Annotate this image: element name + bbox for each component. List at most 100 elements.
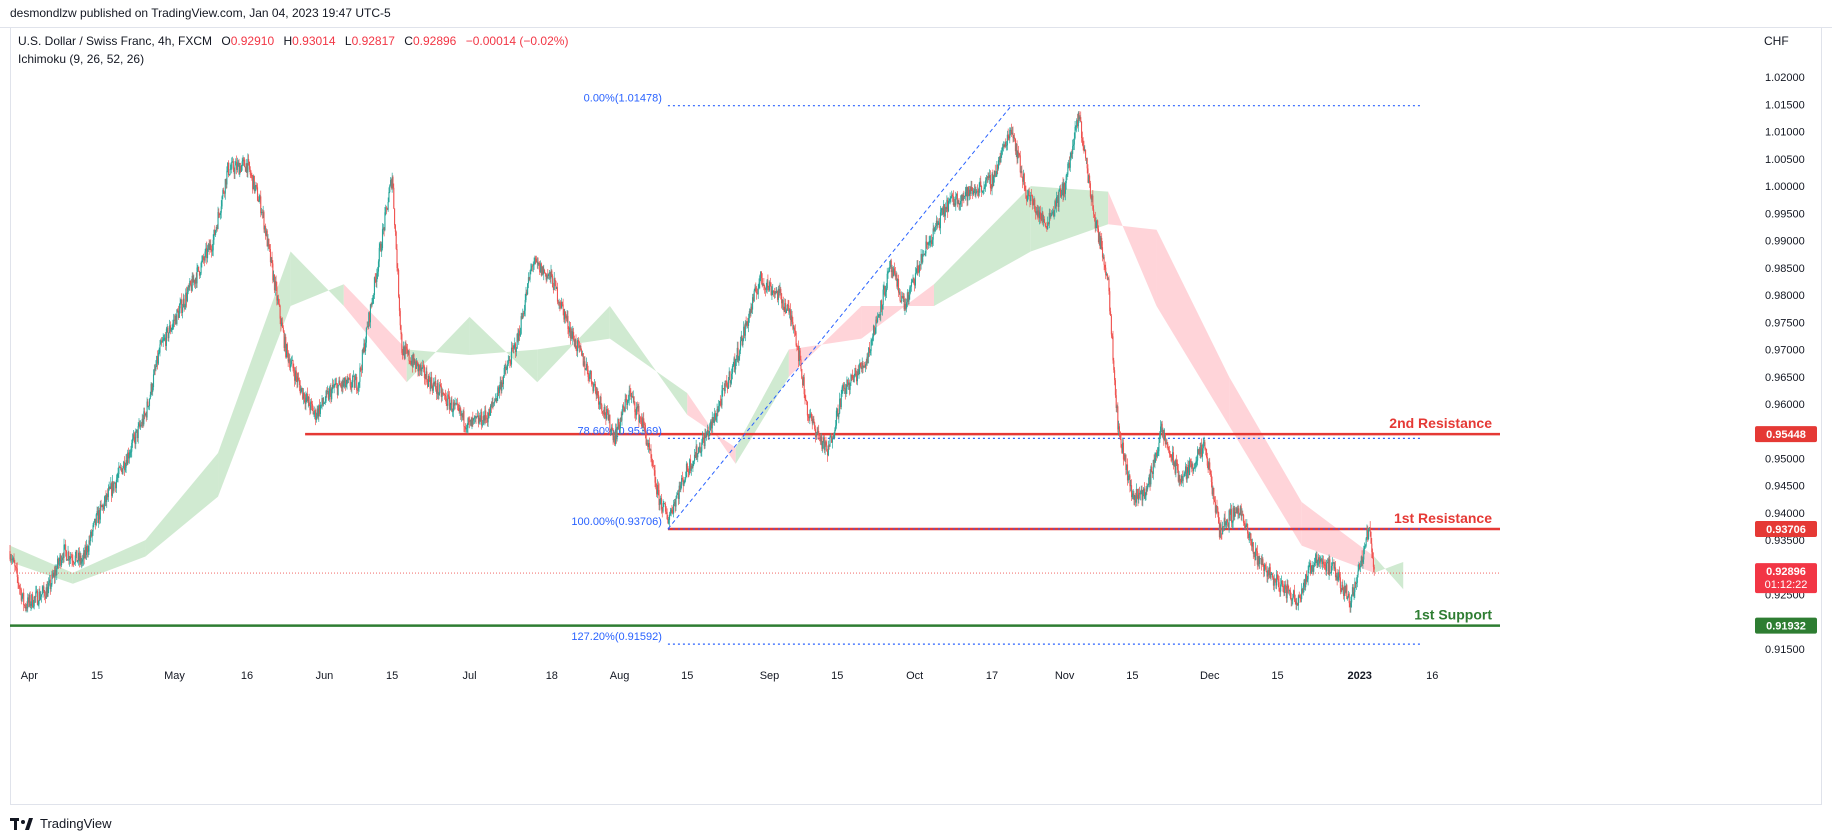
candle-body	[909, 287, 911, 296]
cloud-segment	[145, 453, 219, 557]
candle-body	[577, 340, 579, 342]
candle-body	[276, 286, 278, 301]
candle-body	[402, 352, 404, 356]
footer-brand[interactable]: TradingView	[10, 816, 112, 831]
candle-body	[1254, 552, 1256, 560]
candle-body	[384, 212, 386, 231]
candle-body	[700, 451, 702, 453]
candle-body	[29, 595, 31, 606]
candle-body	[1004, 142, 1006, 147]
candle-body	[302, 392, 305, 399]
candle-body	[610, 430, 612, 432]
candle-body	[1045, 225, 1047, 227]
candle-body	[1239, 514, 1241, 516]
candle-body	[286, 344, 288, 352]
candle-body	[1339, 572, 1341, 578]
candle-body	[35, 591, 37, 597]
candle-body	[227, 162, 229, 171]
symbol-name[interactable]: U.S. Dollar / Swiss Franc, 4h, FXCM	[18, 34, 213, 48]
candle-body	[244, 159, 246, 168]
candle-body	[1193, 468, 1195, 472]
candle-body	[1290, 597, 1292, 601]
candle-body	[131, 442, 133, 452]
candle-body	[477, 415, 479, 424]
candle-body	[878, 314, 880, 316]
candle-body	[171, 327, 173, 330]
candle-body	[284, 336, 286, 348]
candle-body	[346, 378, 348, 385]
candle-body	[616, 429, 618, 440]
candle-body	[914, 273, 916, 286]
candle-body	[513, 344, 515, 349]
candle-body	[687, 470, 689, 472]
candle-body	[740, 335, 742, 341]
candle-body	[427, 382, 429, 387]
candle-body	[323, 403, 325, 405]
candle-body	[135, 431, 137, 445]
candle-body	[112, 481, 114, 491]
candle-body	[434, 381, 436, 385]
candle-body	[1299, 597, 1301, 599]
candle-body	[1146, 488, 1148, 490]
candle-body	[609, 414, 611, 432]
candle-body	[30, 603, 32, 606]
candle-body	[1096, 220, 1098, 222]
candle-body	[723, 388, 725, 389]
candle-body	[160, 340, 162, 345]
candle-body	[620, 417, 622, 421]
candle-body	[370, 304, 372, 306]
candle-body	[1280, 580, 1283, 585]
candle-body	[1184, 473, 1186, 475]
candle-body	[1278, 582, 1280, 592]
candle-body	[742, 339, 744, 346]
candle-body	[114, 482, 116, 484]
candle-body	[818, 435, 821, 436]
price-tick-label: 0.93500	[1765, 535, 1805, 547]
candle-body	[155, 366, 157, 370]
candle-body	[892, 270, 894, 277]
candle-body	[1164, 434, 1166, 445]
candle-body	[515, 348, 517, 352]
indicator-label[interactable]: Ichimoku (9, 26, 52, 26)	[18, 52, 145, 66]
candle-body	[930, 240, 932, 242]
candle-body	[88, 540, 90, 552]
candle-body	[1275, 579, 1277, 586]
time-axis[interactable]: Apr 15 May 16 Jun 15 Jul 18 Aug 15 Sep 15 Oct 17 Nov 15…	[21, 670, 1439, 682]
candle-body	[685, 477, 687, 480]
candle-body	[95, 514, 97, 525]
level-label: 1st Resistance	[1394, 510, 1492, 526]
candle-body	[457, 404, 459, 408]
candle-body	[257, 200, 259, 202]
candle-body	[1208, 462, 1210, 470]
candle-body	[1107, 278, 1109, 280]
candle-body	[931, 240, 933, 245]
candle-body	[440, 384, 442, 387]
candle-body	[328, 390, 330, 400]
fibonacci-retracement[interactable]: 0.00%(1.01478)78.60%(0.95369)100.00%(0.9…	[571, 93, 1423, 645]
candle-body	[499, 381, 501, 387]
candle-body	[390, 180, 392, 186]
candle-body	[659, 499, 661, 506]
candle-body	[679, 485, 681, 490]
candle-body	[1015, 144, 1017, 152]
candle-body	[183, 298, 185, 307]
candle-body	[975, 192, 977, 196]
candle-body	[662, 503, 664, 512]
candle-body	[508, 360, 510, 362]
candle-body	[38, 591, 40, 605]
candle-body	[423, 365, 425, 367]
candle-body	[1030, 195, 1032, 202]
candle-body	[533, 263, 535, 266]
candle-body	[675, 498, 677, 507]
candle-body	[329, 388, 331, 391]
candle-body	[771, 290, 773, 295]
candle-body	[828, 445, 830, 447]
candle-body	[1318, 557, 1320, 562]
candle-body	[1359, 563, 1361, 568]
candle-body	[964, 196, 966, 198]
candle-body	[539, 263, 542, 273]
candle-body	[721, 390, 723, 406]
candle-body	[841, 387, 843, 394]
candle-body	[502, 382, 504, 385]
